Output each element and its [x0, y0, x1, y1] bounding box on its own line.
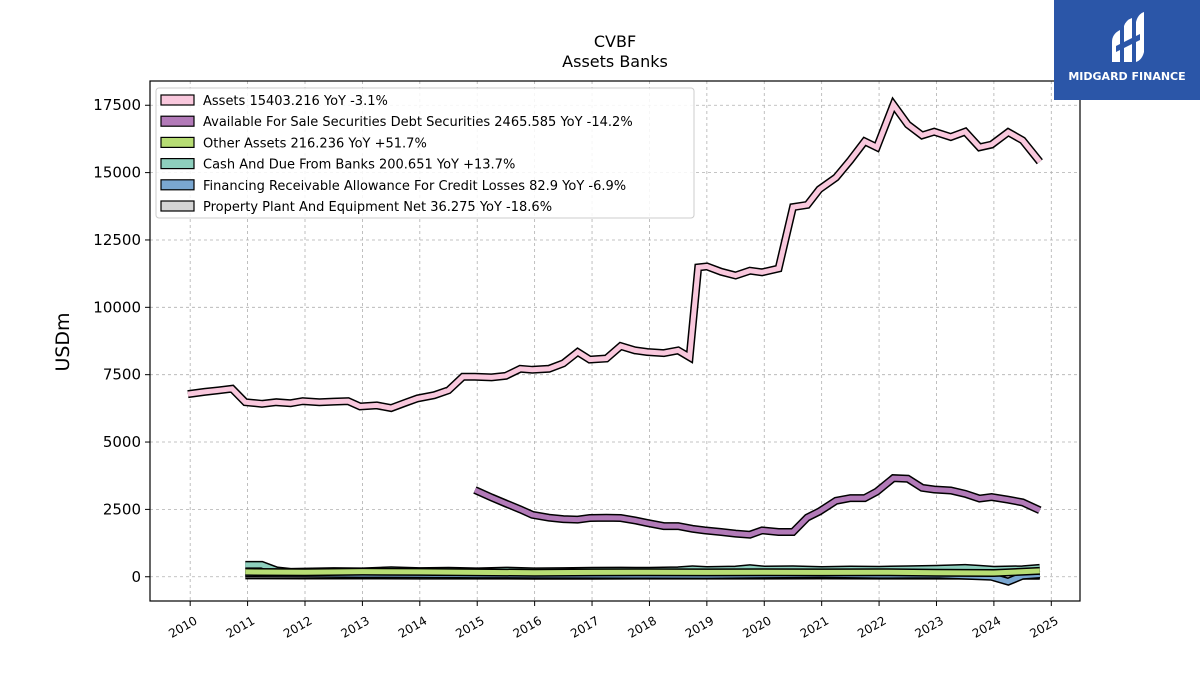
- legend-item: Other Assets 216.236 YoY +51.7%: [203, 136, 427, 151]
- y-tick-label: 5000: [103, 433, 141, 451]
- x-tick-label: 2012: [281, 613, 314, 640]
- x-tick-label: 2021: [798, 613, 831, 640]
- x-ticks: 2010 2011 2012 2013 2014 2015 2016 2017 2018 2019…: [166, 601, 1061, 641]
- series-group: [187, 96, 1043, 586]
- legend-swatch: [160, 158, 195, 170]
- x-tick-label: 2015: [453, 613, 486, 640]
- legend-item: Available For Sale Securities Debt Secur…: [203, 115, 633, 130]
- y-tick-label: 12500: [93, 231, 141, 249]
- x-tick-label: 2016: [511, 613, 544, 640]
- x-tick-label: 2010: [166, 613, 199, 640]
- x-tick-label: 2013: [338, 613, 371, 640]
- x-tick-label: 2020: [740, 613, 773, 640]
- y-tick-label: 2500: [103, 500, 141, 518]
- x-tick-label: 2023: [913, 613, 946, 640]
- series-line: [473, 475, 1041, 538]
- legend-item: Property Plant And Equipment Net 36.275 …: [203, 200, 552, 215]
- legend-swatch: [160, 136, 195, 148]
- y-tick-label: 15000: [93, 164, 141, 182]
- logo-text: MIDGARD FINANCE: [1068, 70, 1186, 83]
- series-line: [245, 568, 1040, 576]
- legend-box: [155, 87, 695, 219]
- series-line: [187, 99, 1042, 411]
- legend-item: Cash And Due From Banks 200.651 YoY +13.…: [203, 158, 515, 173]
- chart-subtitle: Assets Banks: [562, 52, 668, 71]
- y-ticks: 0 2500 5000 7500 10000 12500 15000 17500: [93, 96, 150, 586]
- legend: Assets 15403.216 YoY -3.1% Available For …: [155, 87, 695, 219]
- series-outline: [473, 474, 1042, 539]
- y-axis-label: USDm: [52, 312, 74, 371]
- legend-swatch: [160, 200, 195, 212]
- x-tick-label: 2018: [625, 613, 658, 640]
- x-tick-label: 2019: [683, 613, 716, 640]
- legend-swatch: [160, 179, 195, 191]
- y-tick-label: 17500: [93, 96, 141, 114]
- y-tick-label: 10000: [93, 298, 141, 316]
- y-tick-label: 7500: [103, 366, 141, 384]
- y-tick-label: 0: [131, 568, 141, 586]
- plot-frame: [149, 80, 1081, 602]
- legend-swatch: [160, 115, 195, 127]
- brand-logo: MIDGARD FINANCE: [1054, 0, 1200, 100]
- midgard-logo-icon: [1112, 12, 1144, 62]
- legend-swatch: [160, 94, 195, 106]
- x-tick-label: 2024: [970, 613, 1003, 640]
- x-tick-label: 2025: [1027, 613, 1060, 640]
- chart-title: CVBF: [594, 32, 636, 51]
- x-tick-label: 2017: [568, 613, 601, 640]
- legend-item: Financing Receivable Allowance For Credi…: [203, 179, 626, 194]
- x-tick-label: 2022: [855, 613, 888, 640]
- x-tick-label: 2014: [396, 613, 429, 640]
- legend-item: Assets 15403.216 YoY -3.1%: [203, 94, 388, 109]
- x-tick-label: 2011: [224, 613, 257, 640]
